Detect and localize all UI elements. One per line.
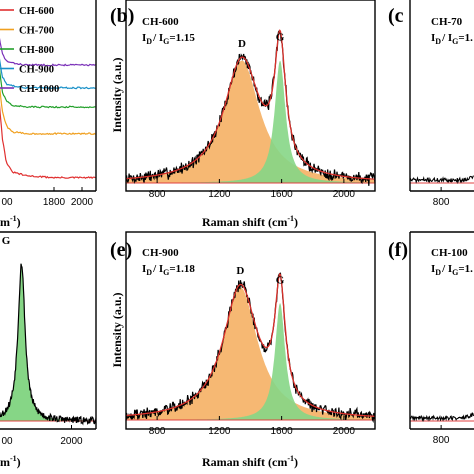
- panel-c-letter: (c: [388, 5, 404, 27]
- raw-spectrum-line: [0, 263, 97, 426]
- panel-c-x-ticks: 800: [433, 187, 450, 208]
- fit-envelope-line: [126, 29, 375, 180]
- raw-spectrum-line: [409, 175, 474, 185]
- panel-e-y-label: Intensity (a.u.): [110, 292, 124, 367]
- panel-e-d-peak-label: D: [236, 265, 244, 277]
- x-tick-label: 2000: [71, 197, 94, 208]
- panel-e-g-peak-label: G: [276, 274, 285, 286]
- panel-e: (e) CH-900 ID/ IG=1.18 D G 800 1200 1600 20…: [110, 231, 376, 469]
- panel-b-x-ticks: 800 1200 1600 2000: [149, 179, 356, 200]
- panel-d-plot-area: [0, 263, 97, 426]
- x-tick-label: 1600: [271, 426, 294, 437]
- panel-e-plot-area: [125, 272, 376, 424]
- panel-a-x-label-fragment: m-1): [0, 214, 21, 229]
- raw-spectrum-line: [409, 412, 474, 422]
- d-band-fill: [126, 60, 375, 183]
- panel-b-plot-area: [125, 29, 376, 186]
- panel-b-d-peak-label: D: [238, 38, 246, 50]
- panel-b-id-ig-ratio: ID/ IG=1.15: [142, 32, 195, 46]
- panel-f-letter: (f): [388, 239, 408, 261]
- panel-b: (b) CH-600 ID/ IG=1.15 D G 800 1200 1600 20…: [110, 0, 376, 229]
- panel-e-x-label: Raman shift (cm-1): [202, 454, 298, 469]
- panel-e-id-ig-ratio: ID/ IG=1.18: [142, 263, 195, 277]
- series-line-ch-800: [0, 68, 96, 109]
- panel-f: (f) CH-100 ID/ IG=1. 800: [388, 231, 474, 446]
- panel-a-legend: CH-600 CH-700 CH-800 CH-900 CH-1000: [0, 6, 59, 95]
- g-band-fill: [0, 263, 96, 421]
- x-tick-label: 800: [433, 435, 450, 446]
- series-line-ch-600: [0, 104, 96, 180]
- legend-label: CH-600: [19, 6, 54, 17]
- x-tick-label: 800: [149, 189, 166, 200]
- panel-d-x-tick-partial: 00: [1, 436, 13, 447]
- series-line-ch-700: [0, 85, 96, 136]
- panel-c-ratio-fragment: ID/ IG=1.: [431, 32, 473, 46]
- panel-c: (c CH-70 ID/ IG=1. 800: [388, 0, 474, 208]
- x-tick-label: 2000: [60, 436, 83, 447]
- panel-a-x-ticks: 1800 2000: [43, 187, 94, 208]
- panel-c-sample-fragment: CH-70: [431, 16, 463, 28]
- panel-b-sample-name: CH-600: [142, 16, 179, 28]
- raw-spectrum-line: [125, 29, 376, 186]
- panel-d-x-ticks: 2000: [60, 425, 83, 447]
- x-tick-label: 1200: [208, 189, 231, 200]
- panel-d-x-label-fragment: m-1): [0, 454, 21, 469]
- panel-b-x-label: Raman shift (cm-1): [202, 214, 298, 229]
- panel-e-letter: (e): [110, 239, 132, 261]
- panel-b-y-label: Intensity (a.u.): [110, 57, 124, 132]
- series-line-ch-1000: [0, 37, 96, 67]
- panel-b-letter: (b): [110, 5, 134, 27]
- panel-e-frame: [125, 231, 376, 430]
- d-band-fill: [126, 287, 375, 420]
- series-line-ch-900: [0, 58, 96, 90]
- panel-d-g-peak-label: G: [2, 235, 11, 247]
- x-tick-label: 1800: [43, 197, 66, 208]
- legend-label: CH-900: [19, 65, 54, 76]
- panel-b-g-peak-label: G: [276, 32, 285, 44]
- panel-b-frame: [125, 0, 376, 192]
- panel-c-plot-area: [409, 175, 474, 185]
- x-tick-label: 800: [433, 197, 450, 208]
- panel-d: G 00 2000 m-1): [0, 231, 97, 469]
- panel-e-x-ticks: 800 1200 1600 2000: [149, 416, 356, 437]
- panel-f-sample-fragment: CH-100: [431, 247, 468, 259]
- x-tick-label: 2000: [333, 189, 356, 200]
- panel-e-sample-name: CH-900: [142, 247, 179, 259]
- legend-label: CH-700: [19, 26, 54, 37]
- legend-label: CH-1000: [19, 84, 59, 95]
- legend-label: CH-800: [19, 45, 54, 56]
- fit-envelope-line: [125, 272, 375, 417]
- x-tick-label: 1600: [271, 189, 294, 200]
- x-tick-label: 800: [149, 426, 166, 437]
- panel-f-x-ticks: 800: [433, 425, 450, 446]
- panel-f-ratio-fragment: ID/ IG=1.: [431, 263, 473, 277]
- panel-f-plot-area: [409, 412, 474, 422]
- x-tick-label: 1200: [208, 426, 231, 437]
- panel-a-plot-area: [0, 37, 96, 180]
- x-tick-label: 2000: [333, 426, 356, 437]
- panel-a-x-tick-partial: 00: [1, 197, 13, 208]
- panel-a: CH-600 CH-700 CH-800 CH-900 CH-1000 00 1800 2…: [0, 0, 97, 229]
